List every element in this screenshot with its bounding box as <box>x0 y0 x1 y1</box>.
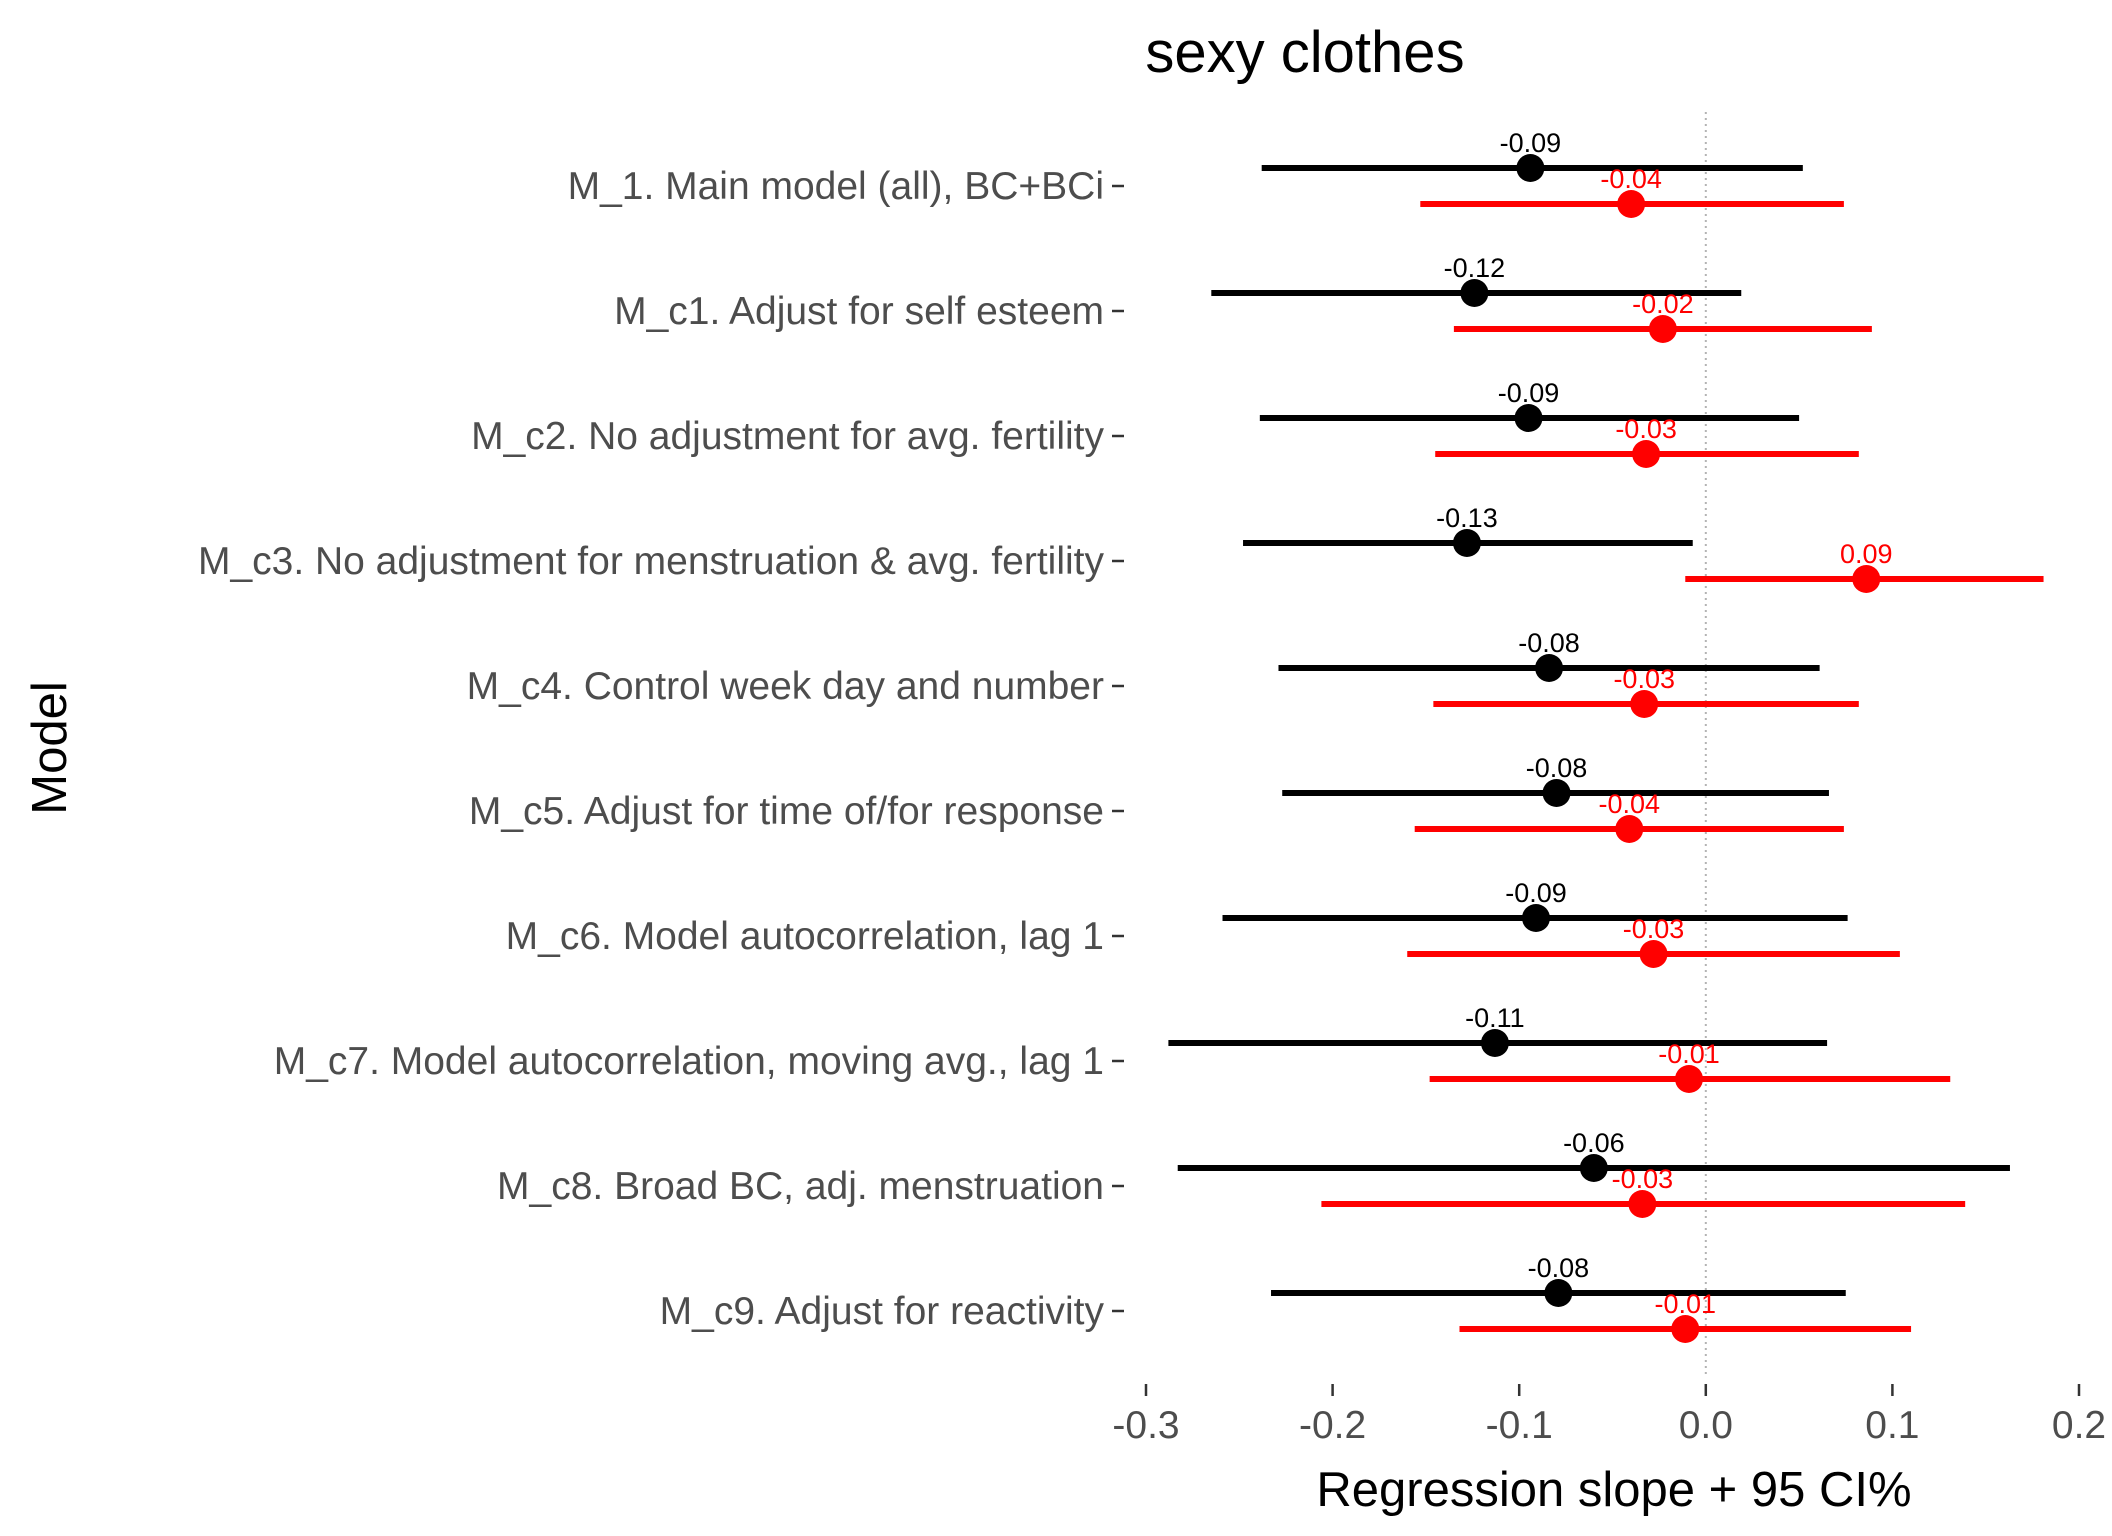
series-1: -0.09 -0.12 -0.09 -0.13 -0.08 -0.08 -0.09 -0.11… <box>1168 128 2010 1307</box>
estimate-label: -0.09 <box>1500 128 1562 158</box>
estimate-label: -0.01 <box>1655 1289 1717 1319</box>
estimate-label: -0.03 <box>1623 914 1685 944</box>
estimate-label: -0.08 <box>1518 628 1580 658</box>
x-tick-label: 0.2 <box>2052 1404 2106 1447</box>
estimate-point <box>1675 1065 1704 1093</box>
y-tick-label: M_c7. Model autocorrelation, moving avg.… <box>274 1040 1104 1083</box>
estimate-point <box>1514 404 1543 432</box>
chart-marks: -0.09 -0.12 -0.09 -0.13 -0.08 -0.08 -0.09 -0.11… <box>1168 128 2044 1343</box>
y-tick-label: M_c2. No adjustment for avg. fertility <box>471 415 1104 458</box>
y-tick-label: M_c6. Model autocorrelation, lag 1 <box>506 915 1104 958</box>
estimate-label: -0.04 <box>1600 164 1662 194</box>
estimate-label: -0.03 <box>1615 414 1677 444</box>
chart-title: sexy clothes <box>1145 20 1464 85</box>
estimate-label: -0.08 <box>1528 1253 1590 1283</box>
estimate-point <box>1628 1190 1657 1218</box>
x-tick-label: -0.1 <box>1486 1404 1553 1447</box>
estimate-label: -0.06 <box>1563 1128 1625 1158</box>
estimate-point <box>1615 815 1644 843</box>
estimate-label: 0.09 <box>1840 539 1893 569</box>
estimate-label: -0.01 <box>1658 1039 1720 1069</box>
y-axis-labels: M_1. Main model (all), BC+BCi M_c1. Adjus… <box>198 165 1124 1333</box>
estimate-label: -0.12 <box>1444 253 1506 283</box>
estimate-point <box>1639 940 1668 968</box>
estimate-point <box>1544 1279 1573 1307</box>
estimate-point <box>1516 154 1545 182</box>
x-axis: -0.3 -0.2 -0.1 0.0 0.1 0.2 <box>1112 1384 2106 1447</box>
estimate-label: -0.11 <box>1465 1003 1525 1033</box>
estimate-label: -0.09 <box>1505 878 1567 908</box>
y-tick-label: M_c4. Control week day and number <box>467 665 1104 708</box>
estimate-point <box>1480 1029 1509 1057</box>
estimate-label: -0.03 <box>1612 1164 1674 1194</box>
x-tick-label: 0.0 <box>1679 1404 1733 1447</box>
y-axis-title: Model <box>23 681 77 814</box>
estimate-point <box>1671 1315 1700 1343</box>
estimate-point <box>1648 315 1677 343</box>
estimate-point <box>1630 690 1659 718</box>
y-tick-label: M_c1. Adjust for self esteem <box>614 290 1104 333</box>
series-2: -0.04 -0.02 -0.03 0.09 -0.03 -0.04 -0.03 -0.01 -… <box>1321 164 2044 1343</box>
x-tick-label: -0.3 <box>1112 1404 1179 1447</box>
x-tick-label: -0.2 <box>1299 1404 1366 1447</box>
estimate-point <box>1579 1154 1608 1182</box>
estimate-point <box>1452 529 1481 557</box>
estimate-label: -0.09 <box>1498 378 1560 408</box>
y-tick-label: M_1. Main model (all), BC+BCi <box>568 165 1104 208</box>
x-axis-title: Regression slope + 95 CI% <box>1316 1463 1911 1517</box>
estimate-point <box>1535 654 1564 682</box>
estimate-point <box>1521 904 1550 932</box>
estimate-label: -0.04 <box>1599 789 1661 819</box>
estimate-point <box>1632 440 1661 468</box>
y-tick-label: M_c9. Adjust for reactivity <box>660 1290 1105 1333</box>
estimate-point <box>1542 779 1571 807</box>
estimate-label: -0.13 <box>1436 503 1498 533</box>
y-tick-label: M_c3. No adjustment for menstruation & a… <box>198 540 1105 583</box>
y-tick-label: M_c5. Adjust for time of/for response <box>469 790 1104 833</box>
y-tick-label: M_c8. Broad BC, adj. menstruation <box>497 1165 1104 1208</box>
x-tick-label: 0.1 <box>1865 1404 1919 1447</box>
estimate-label: -0.02 <box>1632 289 1694 319</box>
estimate-label: -0.08 <box>1526 753 1588 783</box>
estimate-point <box>1460 279 1489 307</box>
estimate-point <box>1617 190 1646 218</box>
estimate-label: -0.03 <box>1613 664 1675 694</box>
estimate-point <box>1852 565 1881 593</box>
